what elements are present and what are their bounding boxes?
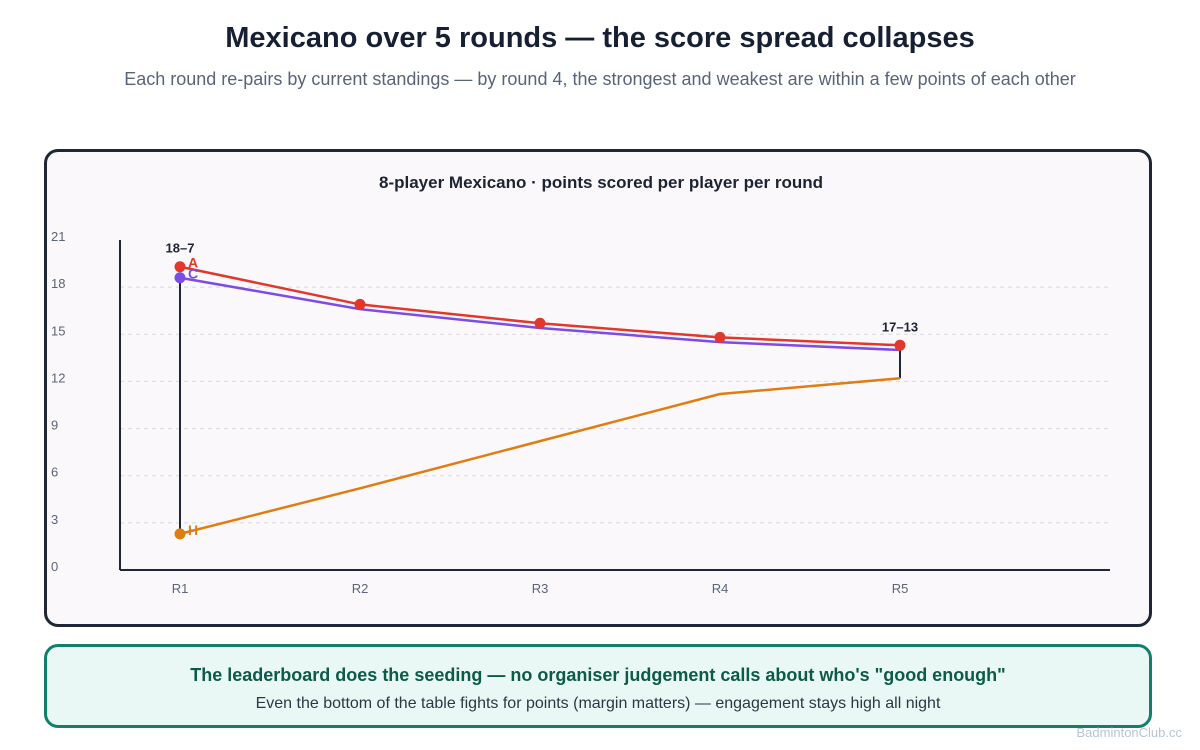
data-point-a (354, 298, 366, 310)
series-start-point-c (174, 272, 186, 284)
annotation-label: 18–7 (166, 241, 195, 256)
series-label-h: H (188, 522, 198, 538)
x-tick-label: R2 (352, 581, 369, 596)
page-subtitle: Each round re-pairs by current standings… (124, 69, 1076, 89)
x-tick-label: R3 (532, 581, 549, 596)
series-label-a: A (188, 255, 198, 271)
x-tick-label: R5 (892, 581, 909, 596)
y-tick-label: 3 (51, 512, 58, 527)
page-title: Mexicano over 5 rounds — the score sprea… (225, 22, 975, 54)
data-point-a (714, 331, 726, 343)
x-tick-label: R4 (712, 581, 729, 596)
data-point-a (534, 317, 546, 329)
series-line-a (179, 265, 901, 347)
callout-box: The leaderboard does the seeding — no or… (44, 644, 1152, 728)
chart-card: 8-player Mexicano · points scored per pl… (44, 149, 1152, 627)
x-tick-label: R1 (172, 581, 189, 596)
annotation-label: 17–13 (882, 319, 918, 334)
series-start-point-h (174, 528, 186, 540)
series-line-h (179, 377, 901, 536)
y-tick-label: 0 (51, 559, 58, 574)
y-tick-label: 18 (51, 276, 65, 291)
y-tick-label: 12 (51, 370, 65, 385)
y-tick-label: 9 (51, 418, 58, 433)
series-start-point-a (174, 261, 186, 273)
series-label-c: C (188, 266, 198, 282)
line-chart: 8-player Mexicano · points scored per pl… (51, 173, 1110, 596)
y-tick-label: 6 (51, 465, 58, 480)
data-point-a (894, 339, 906, 351)
callout-body: Even the bottom of the table fights for … (255, 695, 941, 712)
y-tick-label: 21 (51, 229, 65, 244)
callout-headline: The leaderboard does the seeding — no or… (190, 665, 1006, 685)
watermark: BadmintonClub.cc (1076, 725, 1183, 740)
chart-title: 8-player Mexicano · points scored per pl… (379, 173, 823, 192)
y-tick-label: 15 (51, 323, 65, 338)
